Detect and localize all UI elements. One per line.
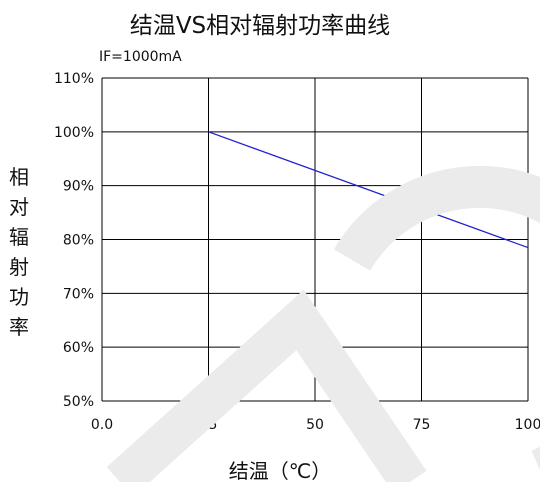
- y-tick-label: 60%: [63, 340, 94, 356]
- chart-subtitle: IF=1000mA: [99, 49, 182, 65]
- y-tick-label: 90%: [63, 179, 94, 195]
- y-tick-label: 80%: [63, 233, 94, 249]
- chart-title: 结温VS相对辐射功率曲线: [129, 13, 391, 39]
- y-tick-label: 100%: [54, 125, 94, 141]
- x-tick-label: 100: [515, 417, 540, 433]
- y-axis-label: 相对辐射功率: [9, 165, 29, 339]
- x-tick-label: 50: [306, 417, 324, 433]
- y-tick-label: 50%: [63, 394, 94, 410]
- x-tick-label: 75: [413, 417, 431, 433]
- y-tick-label: 110%: [54, 71, 94, 87]
- y-tick-label: 70%: [63, 286, 94, 302]
- x-tick-label: 0.0: [91, 417, 113, 433]
- x-tick-label: 25: [200, 417, 218, 433]
- series-line: [208, 131, 529, 249]
